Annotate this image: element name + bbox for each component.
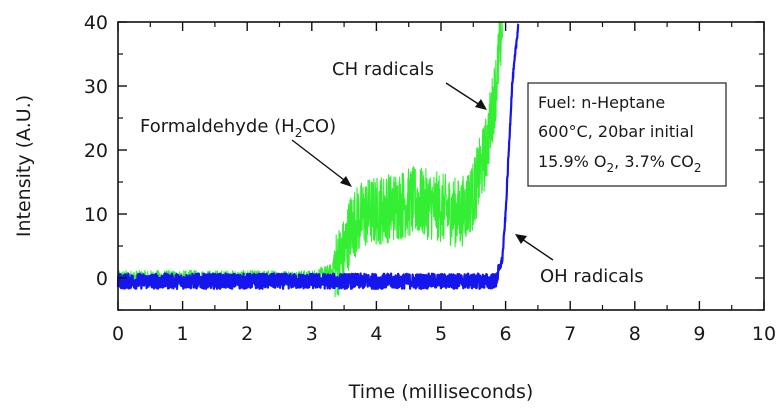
x-tick-label-7: 7: [564, 323, 576, 345]
series-line-1: [116, 23, 520, 290]
x-tick-label-2: 2: [241, 323, 253, 345]
annotation-oh-arrowhead: [515, 234, 527, 244]
x-tick-label-1: 1: [177, 323, 189, 345]
ticks-layer: [117, 21, 765, 311]
info-line-3: 15.9% O2, 3.7% CO2: [538, 152, 701, 175]
info-line-3-sub2: 2: [694, 161, 702, 175]
x-axis-label: Time (milliseconds): [348, 381, 534, 403]
annotation-oh-arrow: [518, 236, 554, 261]
info-line-2: 600°C, 20bar initial: [538, 122, 694, 141]
annotation-oh-text: OH radicals: [540, 266, 644, 287]
x-tick-label-8: 8: [629, 323, 641, 345]
labels-layer: 0 1 2 3 4 5 6 7 8 9 10 0 10 20 30 40: [84, 12, 776, 345]
annotation-oh: OH radicals: [515, 234, 644, 287]
info-line-3-sub1: 2: [607, 161, 615, 175]
x-tick-label-3: 3: [306, 323, 318, 345]
x-tick-label-5: 5: [435, 323, 447, 345]
annotation-ch-arrow: [445, 82, 484, 108]
y-tick-label-30: 30: [84, 76, 108, 98]
svg-text:Formaldehyde (H2CO): Formaldehyde (H2CO): [140, 116, 336, 140]
annotation-ch: CH radicals: [332, 59, 487, 110]
annotation-formaldehyde-tail: CO): [302, 116, 336, 137]
y-tick-label-10: 10: [84, 204, 108, 226]
x-tick-label-0: 0: [112, 323, 124, 345]
annotation-formaldehyde-arrowhead: [340, 176, 352, 187]
y-tick-label-20: 20: [84, 140, 108, 162]
annotation-formaldehyde-sub: 2: [295, 126, 303, 140]
info-line-1: Fuel: n-Heptane: [538, 93, 665, 112]
series-line-0: [117, 21, 503, 298]
x-tick-label-4: 4: [370, 323, 382, 345]
annotation-formaldehyde-arrow: [291, 139, 349, 184]
info-box-frame: [527, 82, 727, 187]
y-axis-label: Intensity (A.U.): [13, 95, 35, 237]
x-tick-label-9: 9: [693, 323, 705, 345]
info-line-3-a: 15.9% O: [538, 152, 607, 171]
annotation-formaldehyde: Formaldehyde (H2CO): [140, 116, 352, 187]
x-tick-label-10: 10: [752, 323, 776, 345]
annotation-ch-text: CH radicals: [332, 59, 434, 80]
annotation-formaldehyde-text: Formaldehyde (H: [140, 116, 295, 137]
series-layer: [116, 21, 520, 298]
annotation-ch-arrowhead: [475, 99, 487, 110]
info-line-3-b: , 3.7% CO: [614, 152, 694, 171]
y-tick-label-0: 0: [96, 268, 108, 290]
y-tick-label-40: 40: [84, 12, 108, 34]
info-box: Fuel: n-Heptane 600°C, 20bar initial 15.…: [527, 82, 727, 187]
x-tick-label-6: 6: [500, 323, 512, 345]
